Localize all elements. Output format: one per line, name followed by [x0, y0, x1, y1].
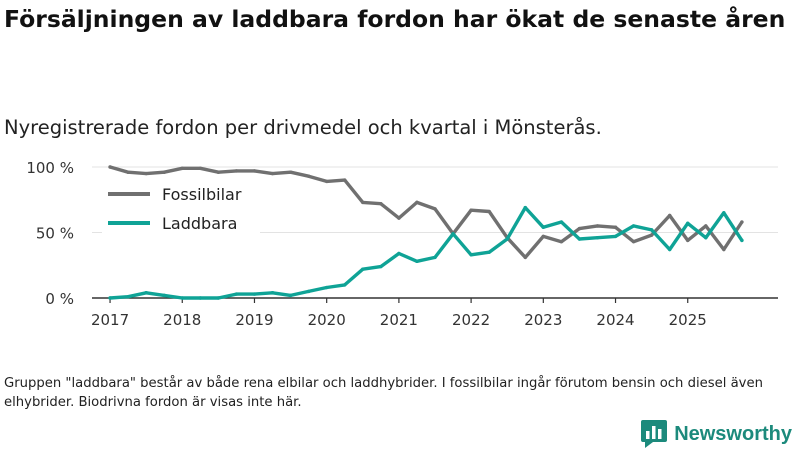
data-point-fossil [288, 170, 293, 174]
data-point-fossil [324, 179, 329, 184]
data-point-fossil [722, 247, 726, 252]
footnote: Gruppen "laddbara" består av både rena e… [4, 376, 763, 410]
data-point-laddbara [162, 293, 166, 298]
data-point-laddbara [433, 255, 437, 260]
data-point-laddbara [216, 296, 221, 300]
data-point-laddbara [126, 294, 130, 299]
data-point-laddbara [577, 237, 582, 241]
data-point-fossil [433, 207, 437, 211]
data-point-laddbara [613, 234, 618, 239]
chart-title: Försäljningen av laddbara fordon har öka… [4, 5, 786, 33]
legend-label-fossil: Fossilbilar [162, 185, 242, 204]
data-point-fossil [613, 225, 618, 229]
axes: 0 % 50 % 100 % 2017 2018 2019 2020 2021 2022 2023… [26, 159, 778, 329]
data-point-fossil [379, 201, 383, 206]
data-point-laddbara [379, 264, 383, 269]
x-tick-label: 2022 [452, 311, 490, 329]
data-point-laddbara [397, 251, 401, 256]
data-point-fossil [667, 213, 672, 218]
data-point-laddbara [559, 220, 564, 224]
data-point-fossil [126, 170, 130, 174]
data-point-laddbara [505, 237, 509, 241]
bar-chart-logo-icon [641, 420, 668, 448]
data-point-fossil [361, 200, 365, 205]
data-point-laddbara [198, 296, 203, 300]
data-point-fossil [487, 209, 491, 214]
x-tick-label: 2019 [235, 311, 273, 329]
data-point-fossil [343, 178, 347, 182]
data-point-laddbara [487, 250, 491, 254]
data-point-laddbara [451, 232, 455, 236]
x-tick-label: 2020 [308, 311, 346, 329]
data-point-laddbara [270, 291, 275, 295]
data-point-laddbara [180, 296, 184, 300]
data-point-laddbara [361, 267, 365, 271]
x-tick-label: 2018 [163, 311, 201, 329]
data-point-fossil [397, 216, 401, 220]
data-point-laddbara [740, 238, 744, 243]
data-point-fossil [704, 224, 708, 228]
brand-name: Newsworthy [674, 422, 792, 445]
series-line-fossil [108, 165, 744, 260]
y-tick-label: 100 % [26, 159, 74, 177]
brand-logo[interactable]: Newsworthy [641, 419, 792, 449]
data-point-laddbara [722, 211, 726, 215]
data-point-laddbara [306, 289, 311, 294]
chart-subtitle: Nyregistrerade fordon per drivmedel och … [4, 116, 602, 139]
series-line-laddbara [108, 205, 744, 300]
data-point-fossil [180, 166, 184, 171]
data-point-fossil [415, 200, 419, 205]
data-point-laddbara [595, 236, 600, 240]
data-point-laddbara [649, 228, 654, 232]
x-tick-label: 2024 [596, 311, 634, 329]
x-tick-label: 2023 [524, 311, 562, 329]
data-point-laddbara [234, 292, 239, 296]
y-tick-label: 50 % [36, 225, 74, 243]
data-point-fossil [523, 255, 527, 260]
data-point-fossil [216, 170, 221, 174]
data-point-laddbara [523, 205, 527, 210]
x-tick-label: 2021 [380, 311, 418, 329]
data-point-laddbara [667, 247, 672, 252]
line-chart: 0 % 50 % 100 % 2017 2018 2019 2020 2021 2022 2023… [26, 159, 778, 329]
data-point-laddbara [469, 253, 473, 257]
data-point-fossil [144, 171, 148, 176]
data-point-laddbara [415, 259, 419, 264]
data-point-laddbara [343, 283, 347, 287]
data-point-laddbara [324, 285, 329, 290]
data-point-laddbara [704, 236, 708, 240]
data-point-fossil [541, 234, 546, 239]
data-point-fossil [631, 239, 636, 244]
data-point-fossil [306, 174, 311, 178]
series-lines [108, 165, 744, 300]
x-tick-label: 2017 [91, 311, 129, 329]
data-point-fossil [252, 169, 257, 173]
data-point-fossil [469, 208, 473, 212]
data-point-laddbara [288, 293, 293, 298]
data-point-laddbara [631, 224, 636, 228]
data-point-fossil [595, 224, 600, 228]
data-point-laddbara [252, 292, 257, 296]
data-point-fossil [162, 170, 166, 174]
legend: Fossilbilar Laddbara [102, 178, 260, 240]
data-point-laddbara [108, 296, 112, 300]
data-point-fossil [740, 220, 744, 224]
data-point-fossil [686, 238, 690, 243]
data-point-fossil [234, 169, 239, 173]
data-point-laddbara [144, 291, 148, 295]
legend-background [102, 178, 260, 240]
data-point-fossil [108, 165, 112, 169]
x-tick-label: 2025 [669, 311, 707, 329]
data-point-fossil [270, 171, 275, 176]
data-point-fossil [559, 239, 564, 244]
legend-label-laddbara: Laddbara [162, 214, 237, 233]
data-point-fossil [649, 233, 654, 237]
y-tick-label: 0 % [45, 290, 74, 308]
data-point-laddbara [541, 225, 546, 229]
data-point-fossil [198, 166, 203, 171]
data-point-fossil [577, 226, 582, 231]
data-point-laddbara [686, 221, 690, 226]
